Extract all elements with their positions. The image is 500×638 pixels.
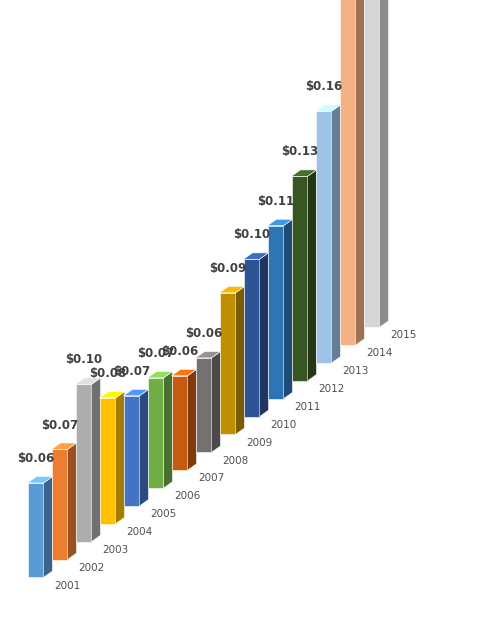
Polygon shape (148, 378, 164, 488)
Text: $0.06: $0.06 (161, 345, 198, 358)
Polygon shape (260, 253, 268, 417)
Polygon shape (196, 358, 212, 452)
Polygon shape (124, 389, 148, 396)
Polygon shape (116, 392, 124, 524)
Text: 2015: 2015 (390, 330, 417, 341)
Polygon shape (220, 286, 244, 293)
Polygon shape (220, 293, 236, 434)
Text: 2002: 2002 (78, 563, 105, 573)
Polygon shape (188, 369, 196, 470)
Text: $0.07: $0.07 (113, 365, 150, 378)
Polygon shape (268, 219, 292, 226)
Polygon shape (92, 378, 100, 542)
Polygon shape (172, 369, 196, 376)
Polygon shape (172, 376, 188, 470)
Text: 2008: 2008 (222, 456, 249, 466)
Polygon shape (100, 398, 116, 524)
Polygon shape (52, 449, 68, 560)
Text: 2011: 2011 (294, 402, 321, 412)
Polygon shape (140, 389, 148, 506)
Polygon shape (244, 253, 268, 259)
Polygon shape (212, 352, 220, 452)
Polygon shape (124, 396, 140, 506)
Polygon shape (340, 0, 355, 345)
Polygon shape (316, 105, 340, 111)
Text: $0.07: $0.07 (137, 347, 174, 360)
Text: $0.10: $0.10 (65, 353, 102, 366)
Polygon shape (356, 0, 364, 345)
Text: $0.13: $0.13 (281, 145, 318, 158)
Polygon shape (76, 378, 100, 384)
Polygon shape (28, 483, 44, 577)
Polygon shape (100, 392, 124, 398)
Polygon shape (308, 170, 316, 381)
Polygon shape (284, 219, 292, 399)
Text: 2001: 2001 (54, 581, 81, 591)
Polygon shape (380, 0, 388, 327)
Text: 2007: 2007 (198, 473, 225, 484)
Text: $0.06: $0.06 (185, 327, 222, 340)
Text: $0.10: $0.10 (233, 228, 270, 241)
Polygon shape (364, 0, 380, 327)
Text: $0.09: $0.09 (209, 262, 246, 275)
Polygon shape (44, 477, 52, 577)
Text: $0.11: $0.11 (257, 195, 294, 208)
Polygon shape (148, 371, 172, 378)
Polygon shape (196, 352, 220, 358)
Polygon shape (236, 286, 244, 434)
Text: 2013: 2013 (342, 366, 369, 376)
Text: 2009: 2009 (246, 438, 273, 448)
Text: 2005: 2005 (150, 509, 177, 519)
Text: 2004: 2004 (126, 527, 153, 537)
Polygon shape (52, 443, 76, 449)
Text: $0.08: $0.08 (89, 367, 126, 380)
Polygon shape (292, 170, 316, 176)
Text: 2003: 2003 (102, 545, 129, 555)
Polygon shape (292, 176, 308, 381)
Polygon shape (164, 371, 172, 488)
Text: 2010: 2010 (270, 420, 297, 430)
Polygon shape (76, 384, 92, 542)
Text: $0.07: $0.07 (41, 419, 78, 431)
Polygon shape (244, 259, 260, 417)
Polygon shape (268, 226, 283, 399)
Text: 2006: 2006 (174, 491, 201, 501)
Polygon shape (68, 443, 76, 560)
Text: 2014: 2014 (366, 348, 393, 359)
Polygon shape (316, 111, 332, 363)
Text: $0.06: $0.06 (17, 452, 54, 465)
Polygon shape (28, 477, 52, 483)
Polygon shape (332, 105, 340, 363)
Text: $0.16: $0.16 (305, 80, 342, 93)
Text: 2012: 2012 (318, 384, 345, 394)
